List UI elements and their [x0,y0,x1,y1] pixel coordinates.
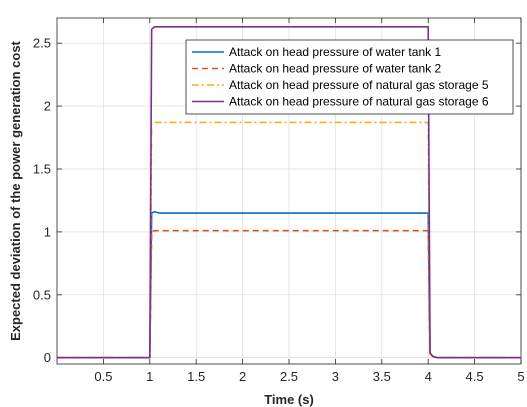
y-axis-title: Expected deviation of the power generati… [8,40,23,340]
y-tick-label: 2 [44,99,51,114]
legend-label-1: Attack on head pressure of water tank 1 [229,45,441,59]
axis-ticks: 0.5 1 1.5 2 2.5 3 3.5 4 4.5 5 0 0.5 1 1.5 2 2.5 [33,18,525,384]
y-tick-label: 0 [44,350,51,365]
x-tick-label: 2 [239,369,246,384]
x-tick-label: 4 [425,369,432,384]
series-line-4 [57,26,521,359]
legend-label-2: Attack on head pressure of water tank 2 [229,62,441,76]
x-tick-label: 5 [517,369,524,384]
x-tick-label: 3 [332,369,339,384]
y-tick-label: 2.5 [33,36,51,51]
legend-box [185,39,514,115]
series-group [57,26,521,359]
legend: Attack on head pressure of water tank 1 A… [185,39,514,115]
y-tick-label: 1 [44,224,51,239]
y-tick-label: 0.5 [33,287,51,302]
legend-label-3: Attack on head pressure of natural gas s… [229,78,489,92]
legend-label-4: Attack on head pressure of natural gas s… [229,95,489,109]
x-tick-label: 3.5 [373,369,391,384]
x-tick-label: 2.5 [280,369,298,384]
x-tick-label: 0.5 [94,369,112,384]
x-axis-title: Time (s) [264,392,314,407]
x-tick-label: 1.5 [187,369,205,384]
x-tick-label: 1 [146,369,153,384]
x-tick-label: 4.5 [466,369,484,384]
y-tick-label: 1.5 [33,161,51,176]
